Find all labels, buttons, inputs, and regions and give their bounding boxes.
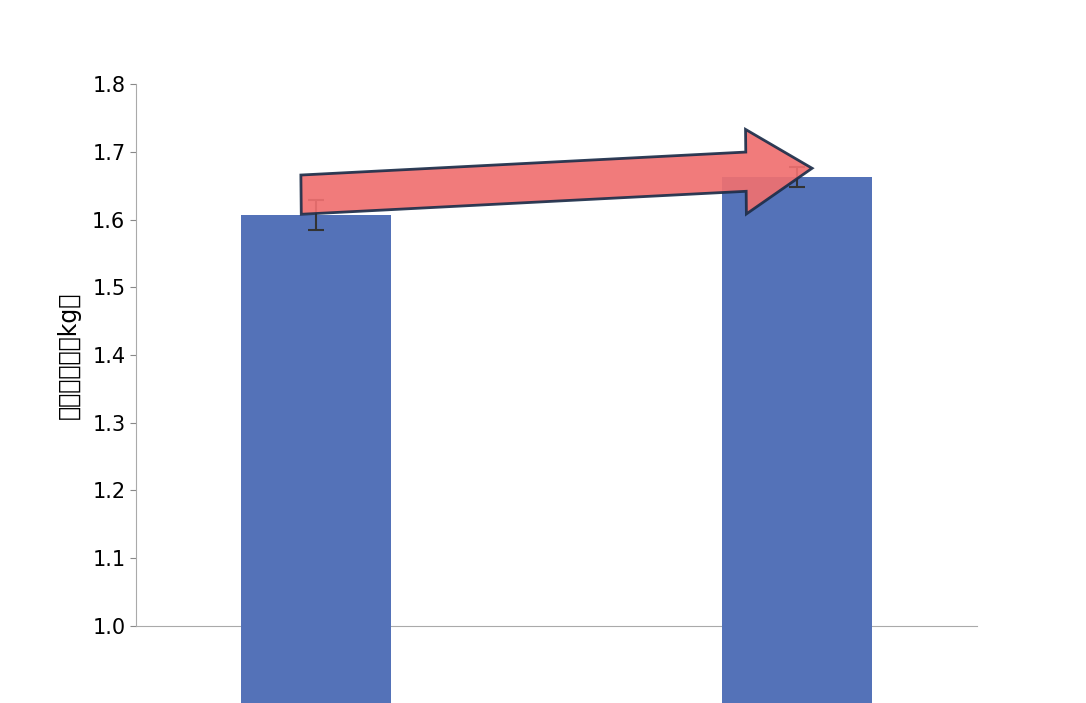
Bar: [722, 177, 872, 703]
Y-axis label: 左腕筋肉量（kg）: 左腕筋肉量（kg）: [56, 291, 81, 419]
Bar: [241, 215, 391, 703]
FancyArrow shape: [301, 129, 812, 214]
